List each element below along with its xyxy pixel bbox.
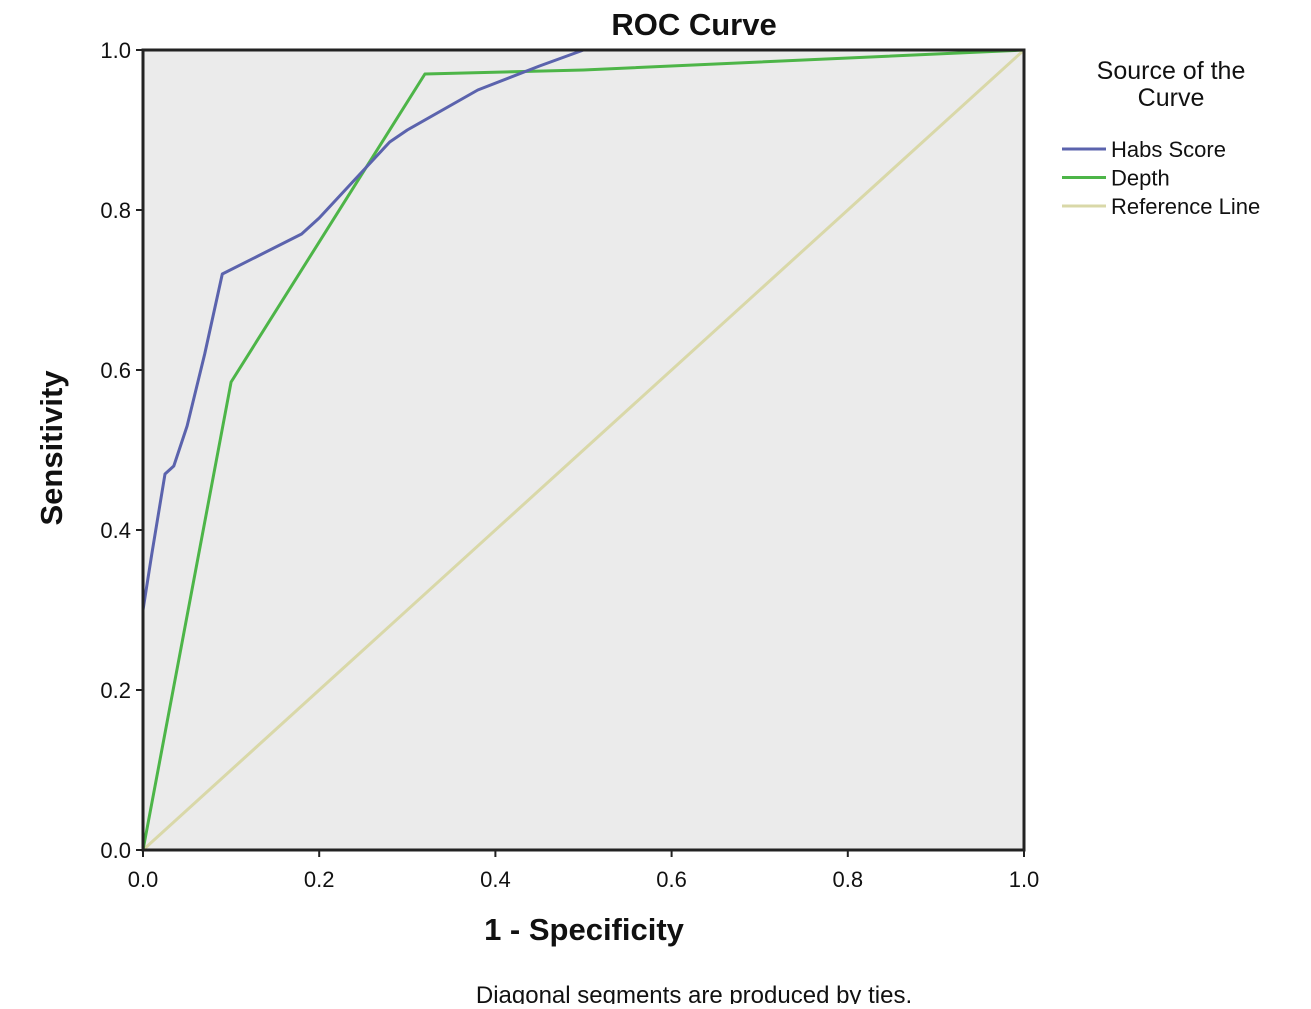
chart-title: ROC Curve [611, 7, 776, 42]
y-tick-label: 1.0 [100, 38, 131, 63]
x-tick-label: 1.0 [1009, 867, 1040, 892]
legend-label-habs-score: Habs Score [1111, 137, 1226, 162]
legend-label-reference-line: Reference Line [1111, 194, 1260, 219]
x-tick-label: 0.4 [480, 867, 511, 892]
series-line-depth [141, 48, 1026, 852]
x-tick-label: 0.2 [304, 867, 335, 892]
y-tick-label: 0.2 [100, 678, 131, 703]
legend-items: Habs Score Depth Reference Line [1062, 137, 1260, 219]
x-axis-label: 1 - Specificity [484, 912, 685, 947]
legend: Source of the Curve Habs Score Depth Refere… [1062, 57, 1260, 219]
ticks-layer: 0.0 0.2 0.4 0.6 0.8 1.0 0.0 0.2 0.4 0.6 0.8 1.0 [100, 38, 1039, 892]
y-tick-label: 0.6 [100, 358, 131, 383]
x-tick-label: 0.8 [833, 867, 864, 892]
y-tick-label: 0.4 [100, 518, 131, 543]
legend-label-depth: Depth [1111, 166, 1170, 191]
y-axis-label: Sensitivity [34, 370, 69, 526]
legend-title: Source of the Curve [1097, 57, 1246, 112]
x-tick-label: 0.6 [656, 867, 687, 892]
y-tick-label: 0.0 [100, 838, 131, 863]
chart-footnote: Diagonal segments are produced by ties. [476, 982, 912, 1004]
series-line-reference-line [141, 48, 1026, 852]
plot-frame [141, 48, 1026, 852]
y-tick-label: 0.8 [100, 198, 131, 223]
x-tick-label: 0.0 [128, 867, 159, 892]
